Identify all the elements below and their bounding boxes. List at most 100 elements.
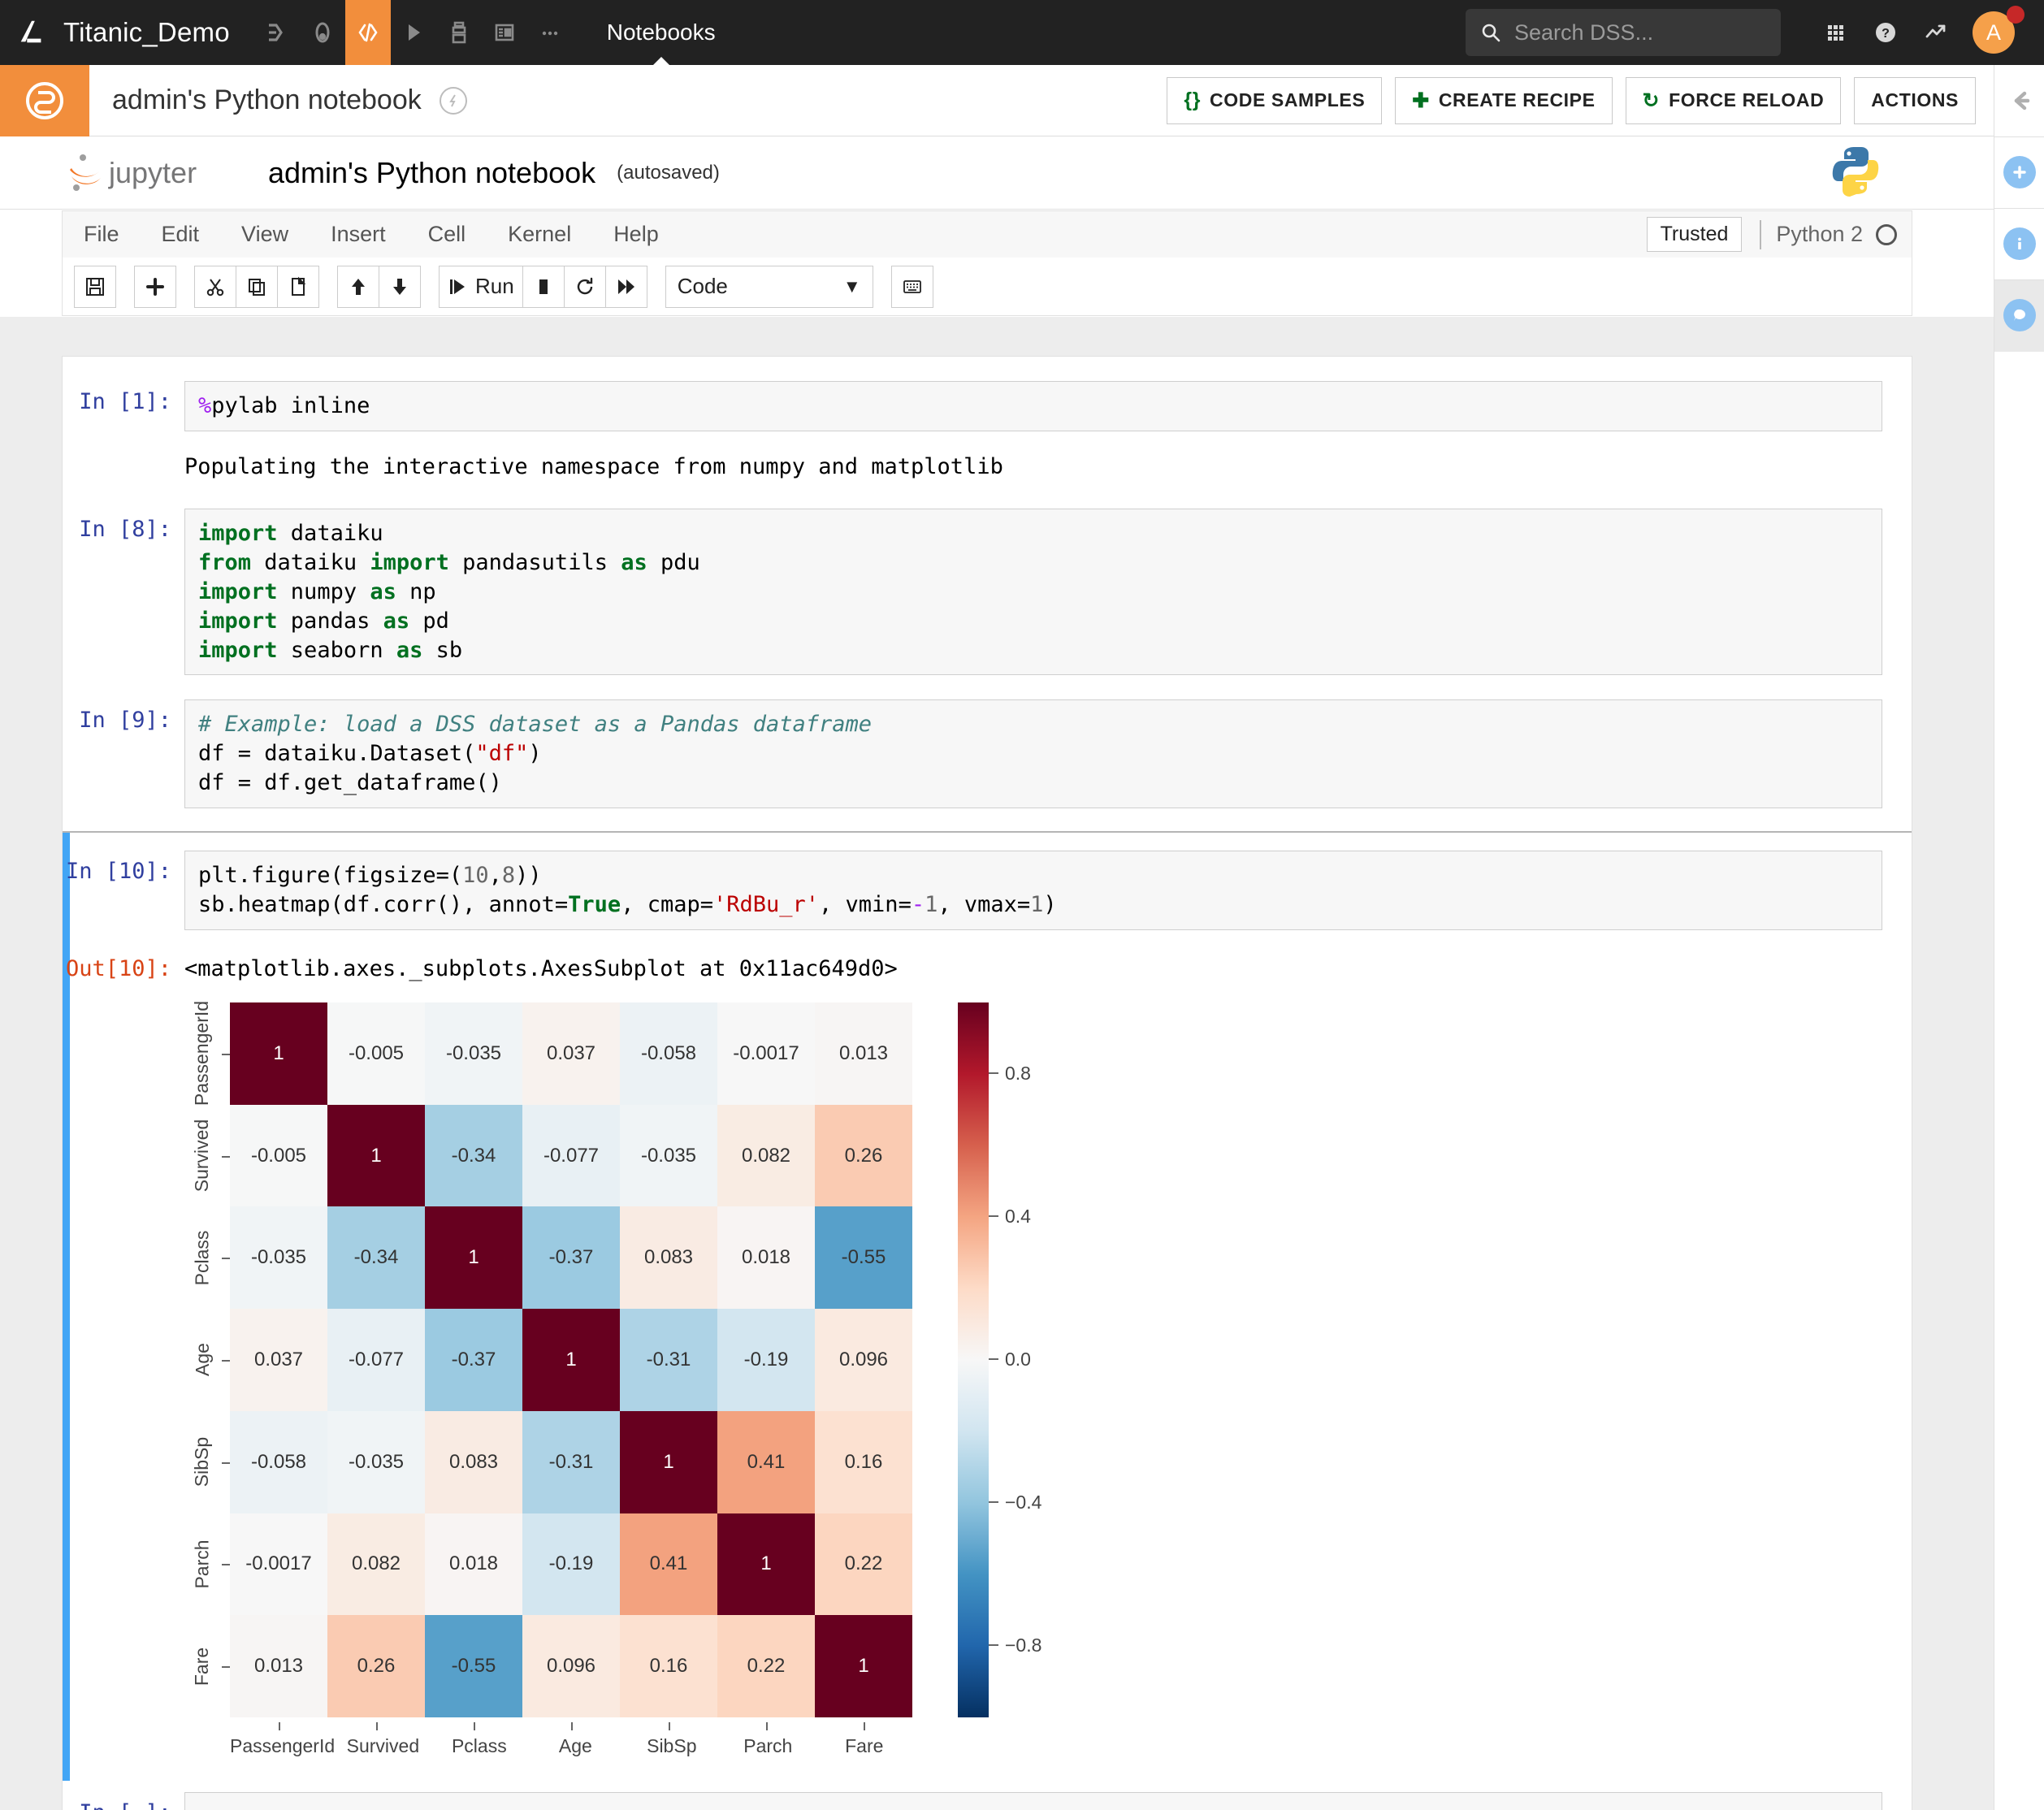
heatmap-cell: 0.22: [815, 1513, 912, 1616]
nav-section-notebooks[interactable]: Notebooks: [607, 19, 716, 67]
notebook-state-icon[interactable]: [439, 86, 467, 115]
menu-view[interactable]: View: [241, 222, 289, 246]
toolbar-group-insert: [134, 265, 176, 308]
notebook-cell[interactable]: In [8]: import dataiku from dataiku impo…: [63, 479, 1912, 676]
restart-kernel-button[interactable]: [563, 265, 606, 308]
actions-button[interactable]: ACTIONS: [1854, 76, 1976, 124]
jobs-icon[interactable]: [436, 0, 482, 65]
heatmap-x-tick: [571, 1721, 573, 1730]
run-cell-button[interactable]: Run: [439, 265, 523, 308]
restart-run-all-button[interactable]: [604, 265, 647, 308]
move-cell-up-button[interactable]: [337, 265, 379, 308]
save-button[interactable]: [74, 265, 116, 308]
reload-icon: ↻: [1642, 89, 1661, 112]
heatmap-cell: 1: [230, 1002, 327, 1105]
code-samples-button[interactable]: {} CODE SAMPLES: [1167, 76, 1383, 124]
heatmap-colorbar: [958, 1002, 989, 1717]
heatmap-cell: -0.31: [522, 1410, 620, 1513]
dataset-explore-icon[interactable]: [300, 0, 345, 65]
heatmap-cell: -0.55: [425, 1615, 522, 1717]
menu-file[interactable]: File: [84, 222, 119, 246]
notebook-cell[interactable]: In [ ]:: [63, 1781, 1912, 1810]
more-icon[interactable]: [527, 0, 573, 65]
chat-circle-icon[interactable]: [1994, 279, 2044, 351]
heatmap-cell: 1: [717, 1513, 815, 1616]
notebook-cell[interactable]: In [1]: %pylab inline: [63, 357, 1912, 431]
colorbar-tick: −0.4: [989, 1492, 1041, 1513]
heatmap-cell: -0.19: [717, 1309, 815, 1411]
run-icon[interactable]: [391, 0, 436, 65]
avatar[interactable]: A: [1973, 6, 2025, 58]
cell-prompt: In [ ]:: [63, 1792, 184, 1810]
cell-source[interactable]: plt.figure(figsize=(10,8)) sb.heatmap(df…: [184, 851, 1882, 930]
heatmap-y-tick-label: Survived: [191, 1119, 213, 1193]
heatmap-x-tick: [376, 1721, 378, 1730]
collapse-panel-arrow-icon[interactable]: [1994, 65, 2044, 136]
notebook-scroll-area[interactable]: In [1]: %pylab inline Populating the int…: [0, 317, 1994, 1810]
heatmap-cell: 0.082: [717, 1104, 815, 1207]
activity-trend-icon[interactable]: [1911, 7, 1961, 58]
menu-help[interactable]: Help: [613, 222, 659, 246]
heatmap-cell: 0.013: [815, 1002, 912, 1105]
flow-icon[interactable]: [254, 0, 300, 65]
interrupt-kernel-button[interactable]: [522, 265, 565, 308]
code-samples-label: CODE SAMPLES: [1210, 89, 1366, 110]
jupyter-notebook-title[interactable]: admin's Python notebook: [268, 155, 596, 189]
force-reload-label: FORCE RELOAD: [1669, 89, 1825, 110]
heatmap-cell: -0.55: [815, 1206, 912, 1310]
create-recipe-button[interactable]: ✚ CREATE RECIPE: [1395, 76, 1613, 124]
heatmap-cell: 0.037: [522, 1002, 620, 1105]
notebook-cell[interactable]: In [10]: plt.figure(figsize=(10,8)) sb.h…: [63, 851, 1882, 930]
menu-insert[interactable]: Insert: [331, 222, 386, 246]
code-icon[interactable]: [344, 0, 391, 65]
copy-cell-button[interactable]: [236, 265, 278, 308]
scissors-icon: [206, 278, 224, 296]
jupyter-logo-icon[interactable]: jupyter: [67, 150, 245, 196]
right-side-panel: [1994, 65, 2044, 1810]
heatmap-cell: -0.035: [327, 1410, 425, 1513]
cell-source[interactable]: %pylab inline: [184, 381, 1882, 431]
paste-cell-button[interactable]: [277, 265, 319, 308]
cut-cell-button[interactable]: [194, 265, 236, 308]
stream-output-text: Populating the interactive namespace fro…: [184, 453, 1003, 479]
dataiku-logo-icon[interactable]: [0, 0, 63, 65]
heatmap-y-axis-labels: PassengerId Survived Pclass Age SibSp Parch Fa…: [184, 1001, 230, 1717]
search-input[interactable]: Search DSS...: [1466, 9, 1781, 56]
heatmap-cell: 0.16: [815, 1410, 912, 1513]
help-question-icon[interactable]: ?: [1860, 7, 1911, 58]
menu-kernel[interactable]: Kernel: [508, 222, 572, 246]
apps-grid-icon[interactable]: [1810, 7, 1860, 58]
heatmap-y-tick-label: PassengerId: [191, 1001, 213, 1106]
cell-source[interactable]: import dataiku from dataiku import panda…: [184, 508, 1882, 676]
braces-icon: {}: [1184, 89, 1202, 111]
info-circle-icon[interactable]: [1994, 208, 2044, 279]
cell-source[interactable]: # Example: load a DSS dataset as a Panda…: [184, 699, 1882, 809]
cell-source[interactable]: [184, 1791, 1882, 1810]
insert-cell-below-button[interactable]: [134, 265, 176, 308]
dashboard-icon[interactable]: [482, 0, 527, 65]
floppy-save-icon: [86, 277, 104, 296]
heatmap-y-tick: [222, 1258, 230, 1260]
kernel-idle-circle-icon[interactable]: [1876, 223, 1897, 245]
toolbar-group-save: [74, 265, 116, 308]
project-name[interactable]: Titanic_Demo: [63, 17, 230, 47]
heatmap-cell: 0.083: [425, 1410, 522, 1513]
force-reload-button[interactable]: ↻ FORCE RELOAD: [1625, 76, 1842, 124]
selected-cell-wrapper[interactable]: In [10]: plt.figure(figsize=(10,8)) sb.h…: [63, 831, 1912, 1781]
heatmap-y-tick-label: SibSp: [191, 1436, 213, 1487]
command-palette-button[interactable]: [890, 265, 933, 308]
heatmap-cell: -0.058: [230, 1410, 327, 1513]
move-cell-down-button[interactable]: [379, 265, 421, 308]
search-placeholder: Search DSS...: [1514, 19, 1654, 45]
heatmap-cell: 1: [522, 1309, 620, 1411]
menu-cell[interactable]: Cell: [427, 222, 466, 246]
cell-type-select[interactable]: Code ▼: [665, 265, 873, 308]
jupyter-header: jupyter admin's Python notebook (autosav…: [0, 136, 1994, 210]
trusted-badge[interactable]: Trusted: [1646, 217, 1743, 252]
menu-edit[interactable]: Edit: [161, 222, 200, 246]
heatmap-cell: 0.26: [327, 1615, 425, 1717]
notebook-cell[interactable]: In [9]: # Example: load a DSS dataset as…: [63, 675, 1912, 809]
heatmap-x-tick-label: SibSp: [647, 1734, 697, 1756]
heatmap-cell: -0.31: [620, 1309, 717, 1411]
add-circle-icon[interactable]: [1994, 136, 2044, 208]
